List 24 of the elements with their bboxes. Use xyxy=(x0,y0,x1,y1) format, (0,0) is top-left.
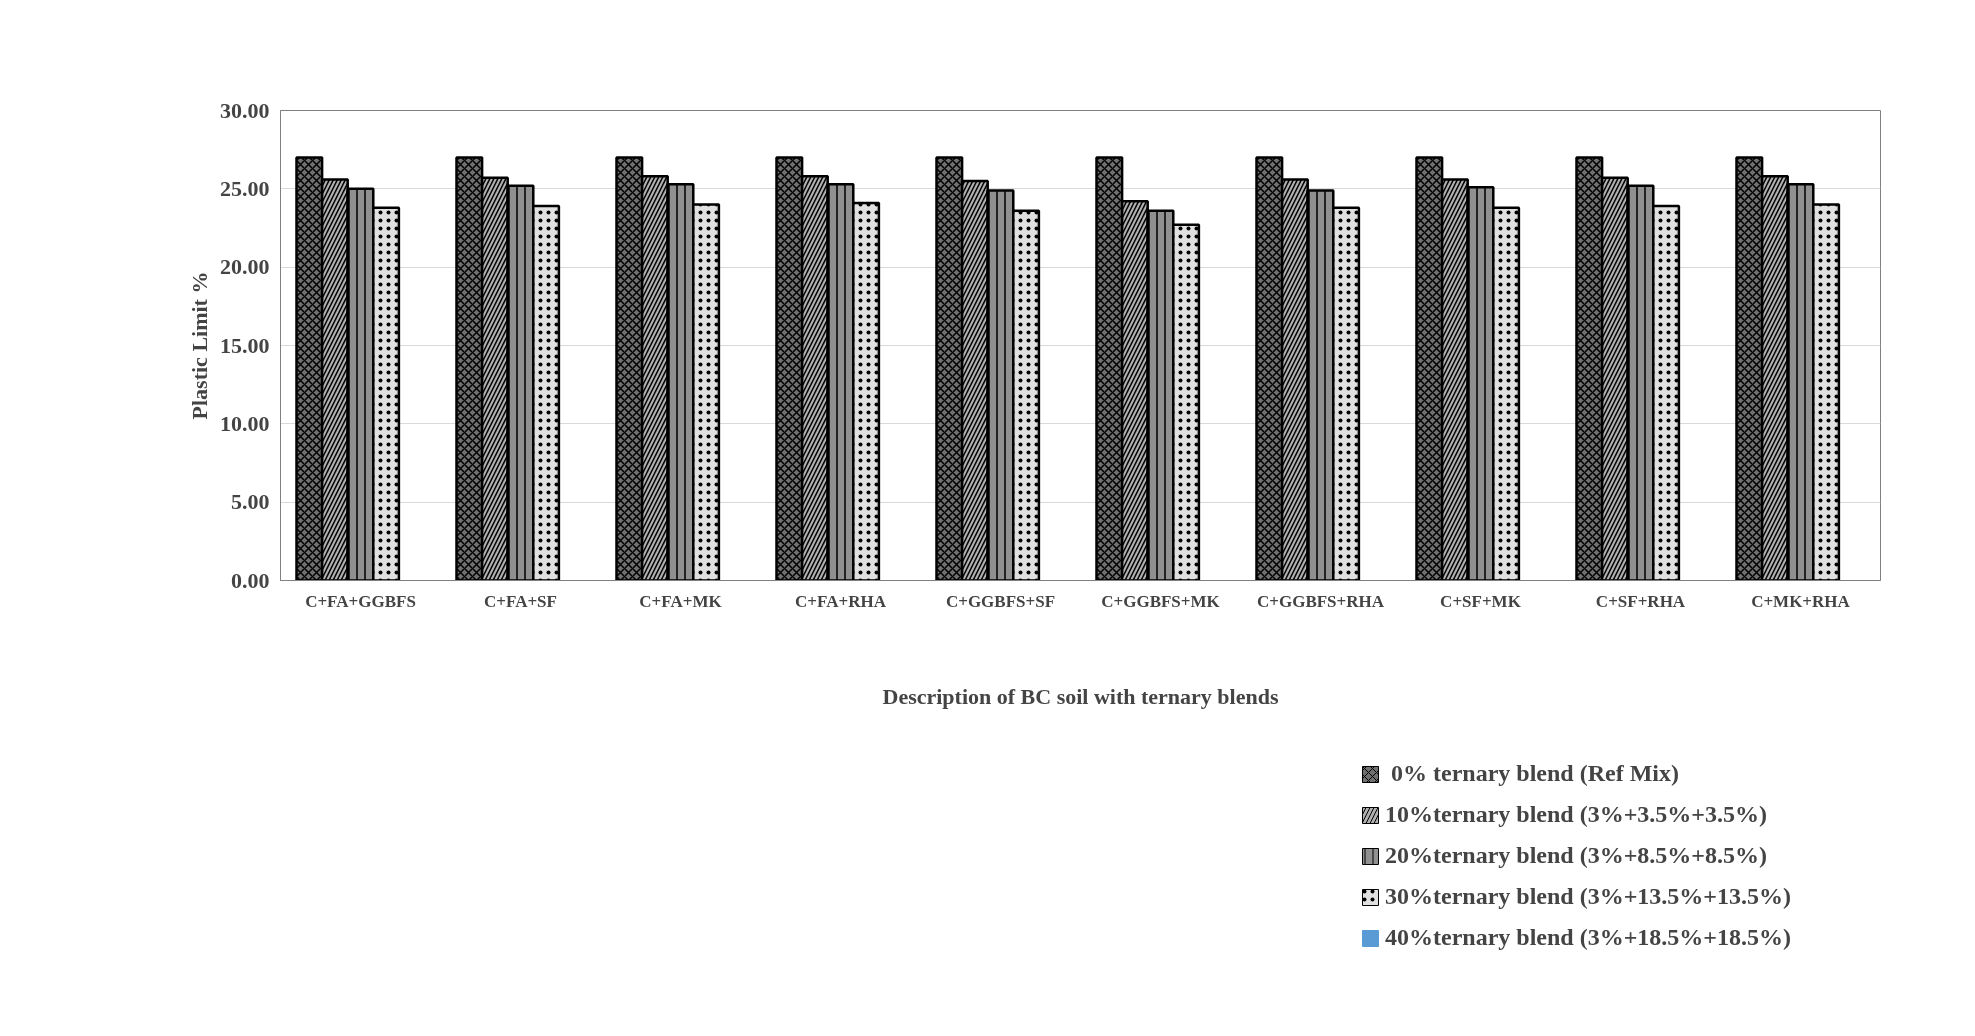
y-tick-label: 5.00 xyxy=(231,489,270,515)
legend-label: 0% ternary blend (Ref Mix) xyxy=(1390,760,1680,787)
x-tick-label: C+SF+RHA xyxy=(1595,591,1686,611)
y-tick-label: 20.00 xyxy=(220,254,270,280)
y-tick-label: 30.00 xyxy=(220,97,270,123)
legend-label: 10%ternary blend (3%+3.5%+3.5%) xyxy=(1385,801,1768,828)
x-tick-label: C+GGBFS+SF xyxy=(945,591,1056,611)
x-tick-label: C+FA+GGBFS xyxy=(305,591,416,611)
x-tick-label: C+FA+RHA xyxy=(795,591,887,611)
x-tick-label: C+FA+SF xyxy=(484,591,557,611)
x-tick-label: C+GGBFS+RHA xyxy=(1256,591,1385,611)
legend-label: 20%ternary blend (3%+8.5%+8.5%) xyxy=(1385,842,1768,869)
y-tick-label: 25.00 xyxy=(220,175,270,201)
y-tick-label: 10.00 xyxy=(220,410,270,436)
y-tick-label: 0.00 xyxy=(231,567,270,593)
legend-label: 30%ternary blend (3%+13.5%+13.5%) xyxy=(1385,883,1792,910)
x-tick-label: C+FA+MK xyxy=(639,591,723,611)
x-axis-title: Description of BC soil with ternary blends xyxy=(882,683,1279,709)
x-tick-label: C+SF+MK xyxy=(1440,591,1522,611)
y-axis-title: Plastic Limit % xyxy=(187,271,212,420)
x-tick-label: C+GGBFS+MK xyxy=(1101,591,1221,611)
legend-label: 40%ternary blend (3%+18.5%+18.5%) xyxy=(1385,924,1792,951)
y-tick-label: 15.00 xyxy=(220,332,270,358)
x-tick-label: C+MK+RHA xyxy=(1751,591,1851,611)
